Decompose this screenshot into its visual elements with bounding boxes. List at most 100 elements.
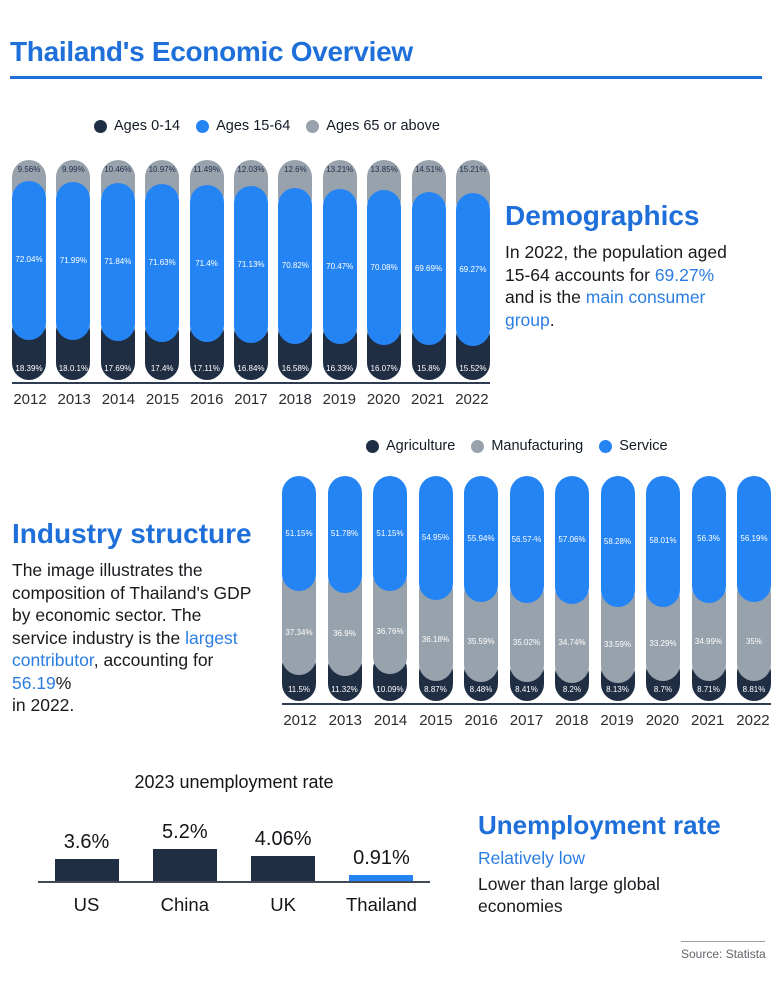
demographics-ages-15-64-segment	[100, 183, 135, 342]
industry-year-2017: 2017	[509, 712, 544, 729]
industry-bar-2012: 51.15% 37.34% 11.5%	[282, 476, 316, 701]
industry-service-segment	[418, 476, 453, 600]
demographics-paragraph: In 2022, the population aged 15-64 accou…	[505, 241, 730, 331]
demographics-2021-bottom-value: 15.8%	[417, 364, 440, 373]
demographics-ages-15-64-segment	[233, 186, 268, 343]
industry-service-segment	[282, 476, 316, 592]
industry-2014-top-value: 51.15%	[376, 528, 404, 538]
legend-label: Manufacturing	[491, 438, 584, 454]
demographics-2019-bottom-value: 16.33%	[326, 364, 354, 373]
industry-service-segment	[327, 476, 362, 593]
demographics-ages-15-64-segment	[145, 184, 180, 342]
industry-2012-middle-value: 37.34%	[285, 628, 313, 638]
industry-2022-middle-value: 35%	[745, 636, 762, 646]
demographics-2016-top-value: 11.49%	[193, 165, 220, 174]
legend-label: Agriculture	[386, 438, 456, 454]
industry-paragraph-text: %	[55, 672, 72, 693]
industry-2016-bottom-value: 8.48%	[469, 685, 493, 694]
industry-text-block: Industry structure The image illustrates…	[12, 518, 257, 717]
industry-2020-middle-value: 33.29%	[649, 638, 677, 648]
industry-2013-top-value: 51.78%	[330, 529, 359, 539]
unemployment-bar-uk	[251, 856, 316, 881]
legend-item-agriculture: Agriculture	[366, 438, 455, 454]
legend-item-ages-65-above: Ages 65 or above	[306, 118, 440, 134]
industry-year-2019: 2019	[600, 712, 634, 729]
demographics-2016-bottom-value: 17.11%	[193, 364, 220, 373]
legend-item-ages-0-14: Ages 0-14	[94, 118, 180, 134]
demographics-2019-middle-value: 70.47%	[326, 261, 354, 271]
demographics-2022-bottom-value: 15.52%	[459, 364, 487, 373]
demographics-bar-2015: 10.97% 71.63% 17.4%	[145, 160, 180, 380]
demographics-2018-bottom-value: 16.58%	[281, 364, 309, 373]
unemployment-value-us: 3.6%	[63, 830, 110, 853]
industry-2017-bottom-value: 8.41%	[515, 685, 538, 694]
unemployment-description: Lower than large global economies	[478, 874, 660, 916]
demographics-chart: Ages 0-14 Ages 15-64 Ages 65 or above 9.…	[12, 118, 490, 408]
unemployment-label-thailand: Thailand	[346, 894, 417, 915]
industry-2013-bottom-value: 11.32%	[331, 685, 358, 694]
demographics-bar-2017: 12.03% 71.13% 16.84%	[233, 160, 268, 380]
demographics-2015-middle-value: 71.63%	[148, 257, 176, 267]
demographics-2018-middle-value: 70.82%	[281, 260, 309, 270]
demographics-bar-2012: 9.56% 72.04% 18.39%	[12, 160, 46, 380]
industry-2014-middle-value: 36.76%	[376, 627, 404, 637]
unemployment-column-us: 3.6%	[38, 831, 135, 881]
demographics-ages-15-64-segment	[367, 190, 402, 345]
industry-2015-top-value: 54.95%	[421, 532, 450, 542]
industry-2014-bottom-value: 10.09%	[376, 685, 404, 694]
unemployment-bar-china	[152, 849, 217, 881]
industry-2017-top-value: 56.57-%	[511, 534, 542, 544]
industry-bar-2022: 56.19% 35% 8.81%	[737, 476, 771, 701]
demographics-ages-15-64-segment	[189, 185, 224, 343]
industry-2019-top-value: 58.28%	[603, 536, 632, 546]
legend-label: Ages 0-14	[114, 118, 181, 134]
industry-service-segment	[555, 476, 589, 605]
demographics-bar-2019: 13.21% 70.47% 16.33%	[322, 160, 357, 380]
industry-2016-top-value: 55.94%	[467, 533, 495, 543]
demographics-highlight-percent: 69.27%	[654, 264, 715, 285]
industry-service-segment	[509, 476, 544, 604]
industry-2013-middle-value: 36.9%	[333, 629, 356, 639]
demographics-2014-top-value: 10.46%	[104, 165, 132, 174]
unemployment-value-uk: 4.06%	[254, 828, 312, 851]
industry-2012-top-value: 51.15%	[285, 528, 313, 538]
demographics-2017-middle-value: 71.13%	[237, 259, 265, 269]
demographics-year-2020: 2020	[366, 391, 401, 408]
industry-2018-bottom-value: 8.2%	[562, 685, 582, 694]
demographics-ages-15-64-segment	[278, 187, 313, 344]
industry-legend: Agriculture Manufacturing Service	[366, 438, 771, 454]
demographics-2018-top-value: 12.6%	[284, 165, 307, 174]
industry-bar-2013: 51.78% 36.9% 11.32%	[327, 476, 362, 701]
legend-label: Service	[619, 438, 668, 454]
industry-service-segment	[646, 476, 680, 607]
demographics-2013-middle-value: 71.99%	[59, 256, 87, 266]
service-dot-icon	[599, 439, 613, 453]
legend-item-service: Service	[599, 438, 668, 454]
demographics-ages-15-64-segment	[411, 191, 446, 346]
demographics-ages-15-64-segment	[56, 181, 91, 341]
demographics-bar-2022: 15.21% 69.27% 15.52%	[455, 160, 490, 380]
ages-0-14-dot-icon	[94, 119, 107, 133]
industry-year-2021: 2021	[690, 712, 725, 729]
unemployment-subheading: Relatively low	[478, 848, 585, 868]
demographics-year-2013: 2013	[57, 391, 91, 408]
unemployment-chart-title: 2023 unemployment rate	[134, 772, 334, 792]
demographics-year-2014: 2014	[101, 391, 136, 408]
industry-year-2020: 2020	[645, 712, 680, 729]
source-credit: Source: Statista	[681, 941, 766, 961]
unemployment-text-block: Unemployment rate Relatively low Lower t…	[478, 810, 762, 917]
industry-2021-top-value: 56.3%	[697, 534, 720, 544]
unemployment-value-thailand: 0.91%	[353, 847, 410, 870]
demographics-year-2022: 2022	[455, 391, 489, 408]
demographics-paragraph-text: and is the	[505, 287, 586, 307]
industry-bar-2015: 54.95% 36.18% 8.87%	[418, 476, 453, 701]
unemployment-column-china: 5.2%	[136, 821, 233, 881]
demographics-2014-middle-value: 71.84%	[104, 257, 132, 267]
agriculture-dot-icon	[366, 439, 379, 453]
demographics-2016-middle-value: 71.4%	[195, 258, 218, 268]
demographics-2021-middle-value: 69.69%	[414, 263, 443, 273]
demographics-year-2019: 2019	[322, 391, 356, 408]
unemployment-chart: 2023 unemployment rate 3.6% 5.2% 4.06% 0.91…	[38, 772, 430, 916]
industry-paragraph: The image illustrates the composition of…	[12, 559, 257, 717]
